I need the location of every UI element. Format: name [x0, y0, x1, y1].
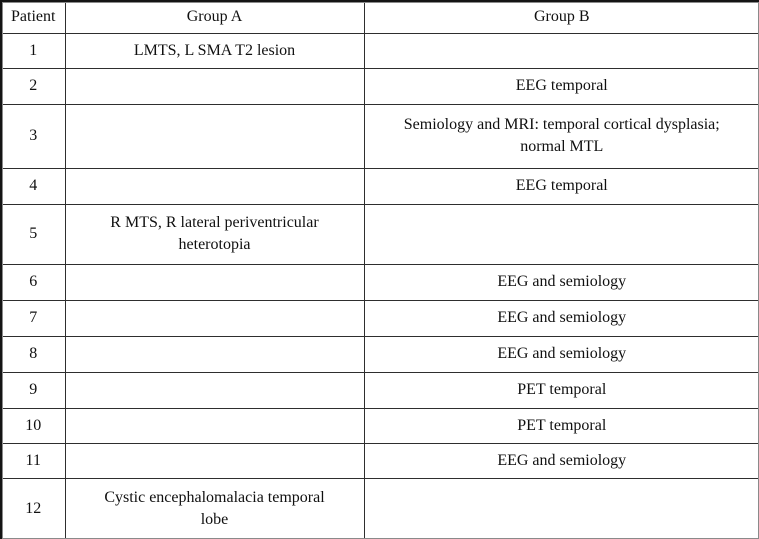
group-a-cell	[64, 103, 365, 169]
patient-cell: 2	[0, 67, 66, 105]
group-a-cell: LMTS, L SMA T2 lesion	[64, 32, 365, 69]
patient-cell: 12	[0, 477, 66, 539]
group-b-cell	[363, 32, 759, 69]
group-b-cell: EEG temporal	[363, 167, 759, 205]
group-a-cell	[64, 67, 365, 105]
group-b-cell: Semiology and MRI: temporal cortical dys…	[363, 103, 759, 169]
group-b-cell: EEG temporal	[363, 67, 759, 105]
table-row: 11 EEG and semiology	[0, 442, 759, 479]
col-header-group-a: Group A	[64, 0, 365, 34]
group-b-cell: PET temporal	[363, 371, 759, 409]
patient-cell: 11	[0, 442, 66, 479]
patient-cell: 1	[0, 32, 66, 69]
table-row: 12 Cystic encephalomalacia temporal lobe	[0, 477, 759, 539]
patient-cell: 4	[0, 167, 66, 205]
col-header-group-b: Group B	[363, 0, 759, 34]
table-row: 3 Semiology and MRI: temporal cortical d…	[0, 103, 759, 169]
table-row: 10 PET temporal	[0, 407, 759, 444]
patient-cell: 3	[0, 103, 66, 169]
header-row: Patient Group A Group B	[0, 0, 759, 34]
group-a-cell	[64, 407, 365, 444]
group-b-cell	[363, 203, 759, 265]
table-row: 5 R MTS, R lateral periventricular heter…	[0, 203, 759, 265]
table-row: 2 EEG temporal	[0, 67, 759, 105]
group-a-cell	[64, 371, 365, 409]
patient-cell: 5	[0, 203, 66, 265]
group-a-cell	[64, 167, 365, 205]
patient-cell: 9	[0, 371, 66, 409]
group-a-cell	[64, 299, 365, 337]
table-row: 6 EEG and semiology	[0, 263, 759, 301]
table-row: 4 EEG temporal	[0, 167, 759, 205]
patient-cell: 8	[0, 335, 66, 373]
group-b-cell: EEG and semiology	[363, 335, 759, 373]
group-a-cell	[64, 335, 365, 373]
table-row: 7 EEG and semiology	[0, 299, 759, 337]
col-header-patient: Patient	[0, 0, 66, 34]
table-row: 1 LMTS, L SMA T2 lesion	[0, 32, 759, 69]
group-a-cell: Cystic encephalomalacia temporal lobe	[64, 477, 365, 539]
table-body: 1 LMTS, L SMA T2 lesion 2 EEG temporal 3…	[0, 32, 759, 539]
table-row: 9 PET temporal	[0, 371, 759, 409]
group-b-cell	[363, 477, 759, 539]
group-a-cell	[64, 263, 365, 301]
table-row: 8 EEG and semiology	[0, 335, 759, 373]
group-b-cell: EEG and semiology	[363, 442, 759, 479]
patient-cell: 6	[0, 263, 66, 301]
group-b-cell: EEG and semiology	[363, 263, 759, 301]
group-b-cell: PET temporal	[363, 407, 759, 444]
patient-cell: 10	[0, 407, 66, 444]
group-b-cell: EEG and semiology	[363, 299, 759, 337]
group-a-cell	[64, 442, 365, 479]
group-a-cell: R MTS, R lateral periventricular heterot…	[64, 203, 365, 265]
patient-cell: 7	[0, 299, 66, 337]
